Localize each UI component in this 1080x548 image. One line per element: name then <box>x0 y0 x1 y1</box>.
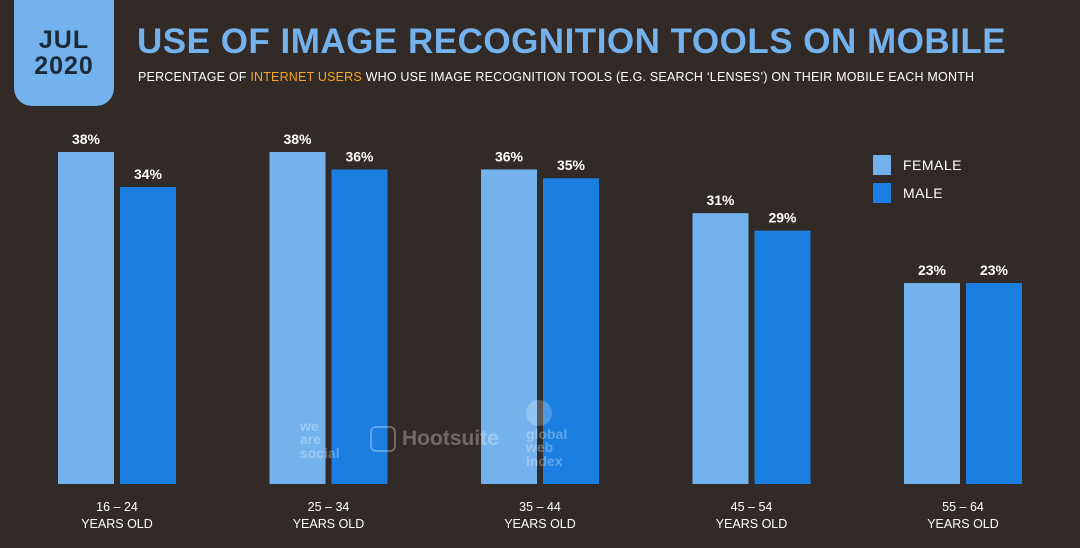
global-web-index-logo: global web index <box>526 400 567 468</box>
bar-female-1 <box>269 152 326 484</box>
x-tick-label-2-line-0: 35 – 44 <box>519 500 561 514</box>
subtitle-highlight: INTERNET USERS <box>250 70 362 84</box>
x-tick-label-1-line-0: 25 – 34 <box>308 500 350 514</box>
data-label-male-2: 35% <box>557 157 586 173</box>
gwi-dot-icon <box>526 400 552 426</box>
we-are-social-logo: we are social <box>300 418 340 461</box>
data-label-male-3: 29% <box>768 210 797 226</box>
date-badge: JUL 2020 <box>14 0 114 106</box>
legend-item-male: MALE <box>873 183 962 203</box>
bar-female-4 <box>904 283 960 484</box>
data-label-female-0: 38% <box>72 131 101 147</box>
bar-female-2 <box>481 169 537 484</box>
x-tick-label-1-line-1: YEARS OLD <box>293 517 365 531</box>
legend-item-female: FEMALE <box>873 155 962 175</box>
bar-male-0 <box>120 186 176 484</box>
bar-female-3 <box>692 213 749 484</box>
x-tick-label-4-line-0: 55 – 64 <box>942 500 984 514</box>
data-label-female-1: 38% <box>283 131 312 147</box>
data-label-female-2: 36% <box>495 148 524 164</box>
legend: FEMALE MALE <box>873 155 962 211</box>
chart-subtitle: PERCENTAGE OF INTERNET USERS WHO USE IMA… <box>138 70 974 84</box>
legend-label-male: MALE <box>903 185 944 201</box>
owl-icon <box>370 426 396 452</box>
x-tick-label-4-line-1: YEARS OLD <box>927 517 999 531</box>
date-badge-year: 2020 <box>34 52 94 80</box>
date-badge-month: JUL <box>38 25 90 54</box>
data-label-male-1: 36% <box>345 148 374 164</box>
x-tick-label-2-line-1: YEARS OLD <box>504 517 576 531</box>
x-tick-label-3-line-0: 45 – 54 <box>731 500 773 514</box>
bar-male-3 <box>754 230 811 484</box>
data-label-male-4: 23% <box>980 262 1009 278</box>
bar-female-0 <box>58 152 114 484</box>
legend-swatch-male <box>873 183 891 203</box>
bar-male-1 <box>331 169 388 484</box>
x-tick-label-3-line-1: YEARS OLD <box>716 517 788 531</box>
data-label-male-0: 34% <box>134 166 163 182</box>
data-label-female-4: 23% <box>918 262 947 278</box>
bar-male-4 <box>966 283 1022 484</box>
bar-male-2 <box>543 178 599 485</box>
legend-swatch-female <box>873 155 891 175</box>
x-tick-label-0-line-0: 16 – 24 <box>96 500 138 514</box>
chart-title: USE OF IMAGE RECOGNITION TOOLS ON MOBILE <box>137 22 1007 61</box>
legend-label-female: FEMALE <box>903 157 963 173</box>
x-tick-label-0-line-1: YEARS OLD <box>81 517 153 531</box>
hootsuite-logo: Hootsuite <box>370 426 499 452</box>
subtitle-prefix: PERCENTAGE OF <box>138 70 251 84</box>
data-label-female-3: 31% <box>706 192 735 208</box>
subtitle-suffix: WHO USE IMAGE RECOGNITION TOOLS (E.G. SE… <box>361 70 975 84</box>
